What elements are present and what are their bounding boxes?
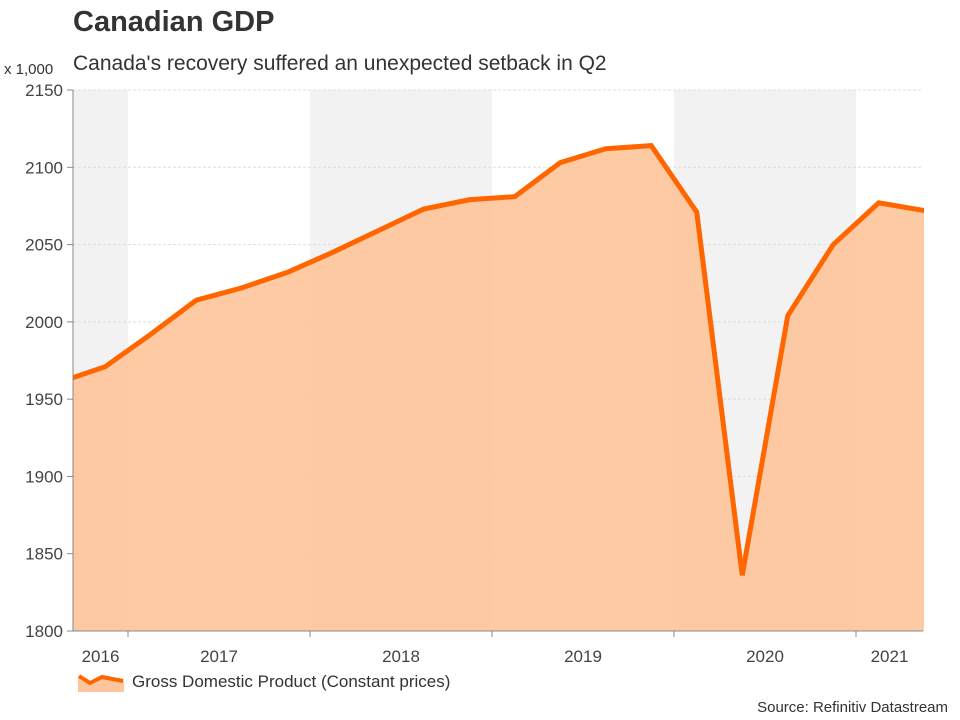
y-axis-unit-label: x 1,000 xyxy=(4,61,54,78)
x-tick-label: 2017 xyxy=(200,647,238,666)
source-note: Source: Refinitiv Datastream xyxy=(757,699,948,716)
y-tick-label: 2100 xyxy=(25,158,63,177)
chart-title: Canadian GDP xyxy=(73,6,275,38)
gdp-area xyxy=(73,145,924,631)
legend-label: Gross Domestic Product (Constant prices) xyxy=(132,672,451,691)
area-layer xyxy=(73,145,924,631)
y-tick-label: 1800 xyxy=(25,622,63,641)
y-tick-label: 1900 xyxy=(25,467,63,486)
x-tick-label: 2020 xyxy=(746,647,784,666)
tick-labels: 1800 1850 1900 1950 2000 2050 2100 2150 2016 2017… xyxy=(25,81,908,666)
line-layer xyxy=(73,143,924,576)
axes xyxy=(67,89,923,637)
y-tick-label: 2000 xyxy=(25,313,63,332)
chart-subtitle: Canada's recovery suffered an unexpected… xyxy=(73,52,607,75)
legend-swatch-icon xyxy=(78,674,124,692)
x-tick-label: 2018 xyxy=(382,647,420,666)
y-tick-label: 2050 xyxy=(25,236,63,255)
y-tick-label: 2150 xyxy=(25,81,63,100)
legend: Gross Domestic Product (Constant prices) xyxy=(78,672,450,692)
y-tick-label: 1950 xyxy=(25,390,63,409)
x-tick-label: 2021 xyxy=(871,647,909,666)
gdp-line xyxy=(73,143,924,576)
x-tick-label: 2016 xyxy=(82,647,120,666)
y-tick-label: 1850 xyxy=(25,545,63,564)
x-tick-label: 2019 xyxy=(564,647,602,666)
